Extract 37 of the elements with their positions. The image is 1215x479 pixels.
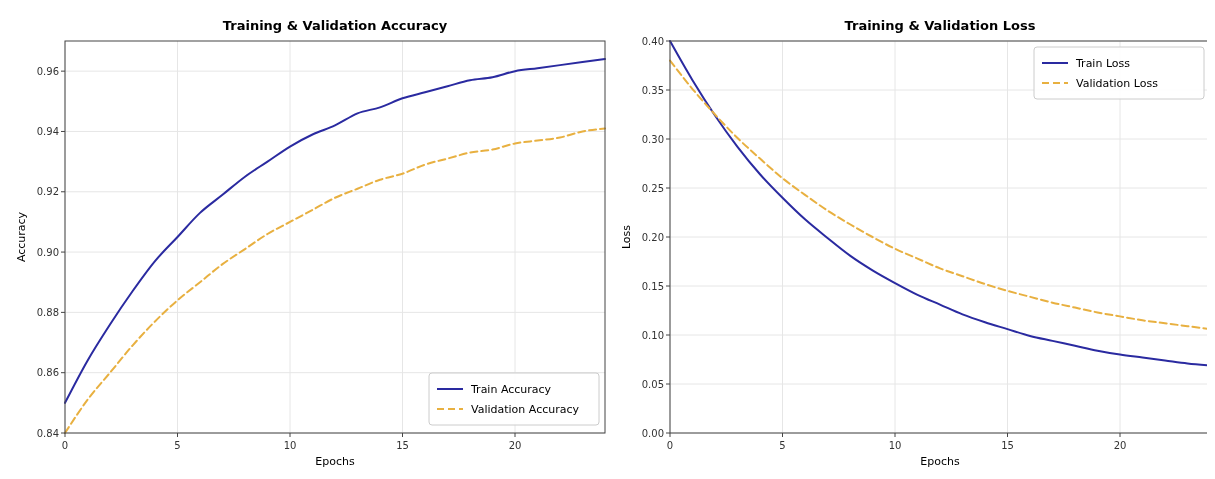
x-tick-label: 20 xyxy=(508,440,522,451)
x-tick-label: 5 xyxy=(779,440,786,451)
x-tick-label: 15 xyxy=(396,440,409,451)
legend-label: Validation Accuracy xyxy=(471,403,580,416)
y-tick-label: 0.00 xyxy=(641,427,664,439)
y-tick-label: 0.88 xyxy=(36,306,59,318)
y-tick-label: 0.92 xyxy=(36,186,59,198)
x-axis-title: Epochs xyxy=(315,455,355,468)
y-axis-title: Loss xyxy=(620,224,633,250)
chart-title: Training & Validation Accuracy xyxy=(222,18,448,33)
y-tick-label: 0.05 xyxy=(641,378,664,390)
line-series xyxy=(64,58,606,404)
y-tick-label: 0.40 xyxy=(641,35,664,47)
chart-title: Training & Validation Loss xyxy=(844,18,1036,33)
y-tick-label: 0.96 xyxy=(36,65,59,77)
y-tick-label: 0.94 xyxy=(36,125,59,137)
legend-label: Train Accuracy xyxy=(470,383,552,396)
legend-label: Train Loss xyxy=(1075,57,1131,70)
y-tick-label: 0.86 xyxy=(36,367,59,379)
y-axis-title: Accuracy xyxy=(15,211,28,263)
x-tick-label: 5 xyxy=(174,440,181,451)
y-tick-label: 0.30 xyxy=(641,133,664,145)
x-tick-label: 15 xyxy=(1001,440,1014,451)
y-tick-label: 0.25 xyxy=(641,182,664,194)
x-tick-label: 0 xyxy=(61,440,69,451)
y-tick-label: 0.84 xyxy=(36,427,59,439)
y-tick-label: 0.35 xyxy=(641,84,664,96)
y-tick-label: 0.15 xyxy=(641,280,664,292)
x-tick-label: 10 xyxy=(888,440,902,451)
x-tick-label: 10 xyxy=(283,440,297,451)
x-tick-label: 0 xyxy=(666,440,674,451)
legend-label: Validation Loss xyxy=(1076,77,1159,90)
x-axis-title: Epochs xyxy=(920,455,960,468)
y-tick-label: 0.10 xyxy=(641,329,664,341)
y-tick-label: 0.20 xyxy=(641,231,664,243)
y-tick-label: 0.90 xyxy=(36,246,59,258)
x-tick-label: 20 xyxy=(1113,440,1127,451)
